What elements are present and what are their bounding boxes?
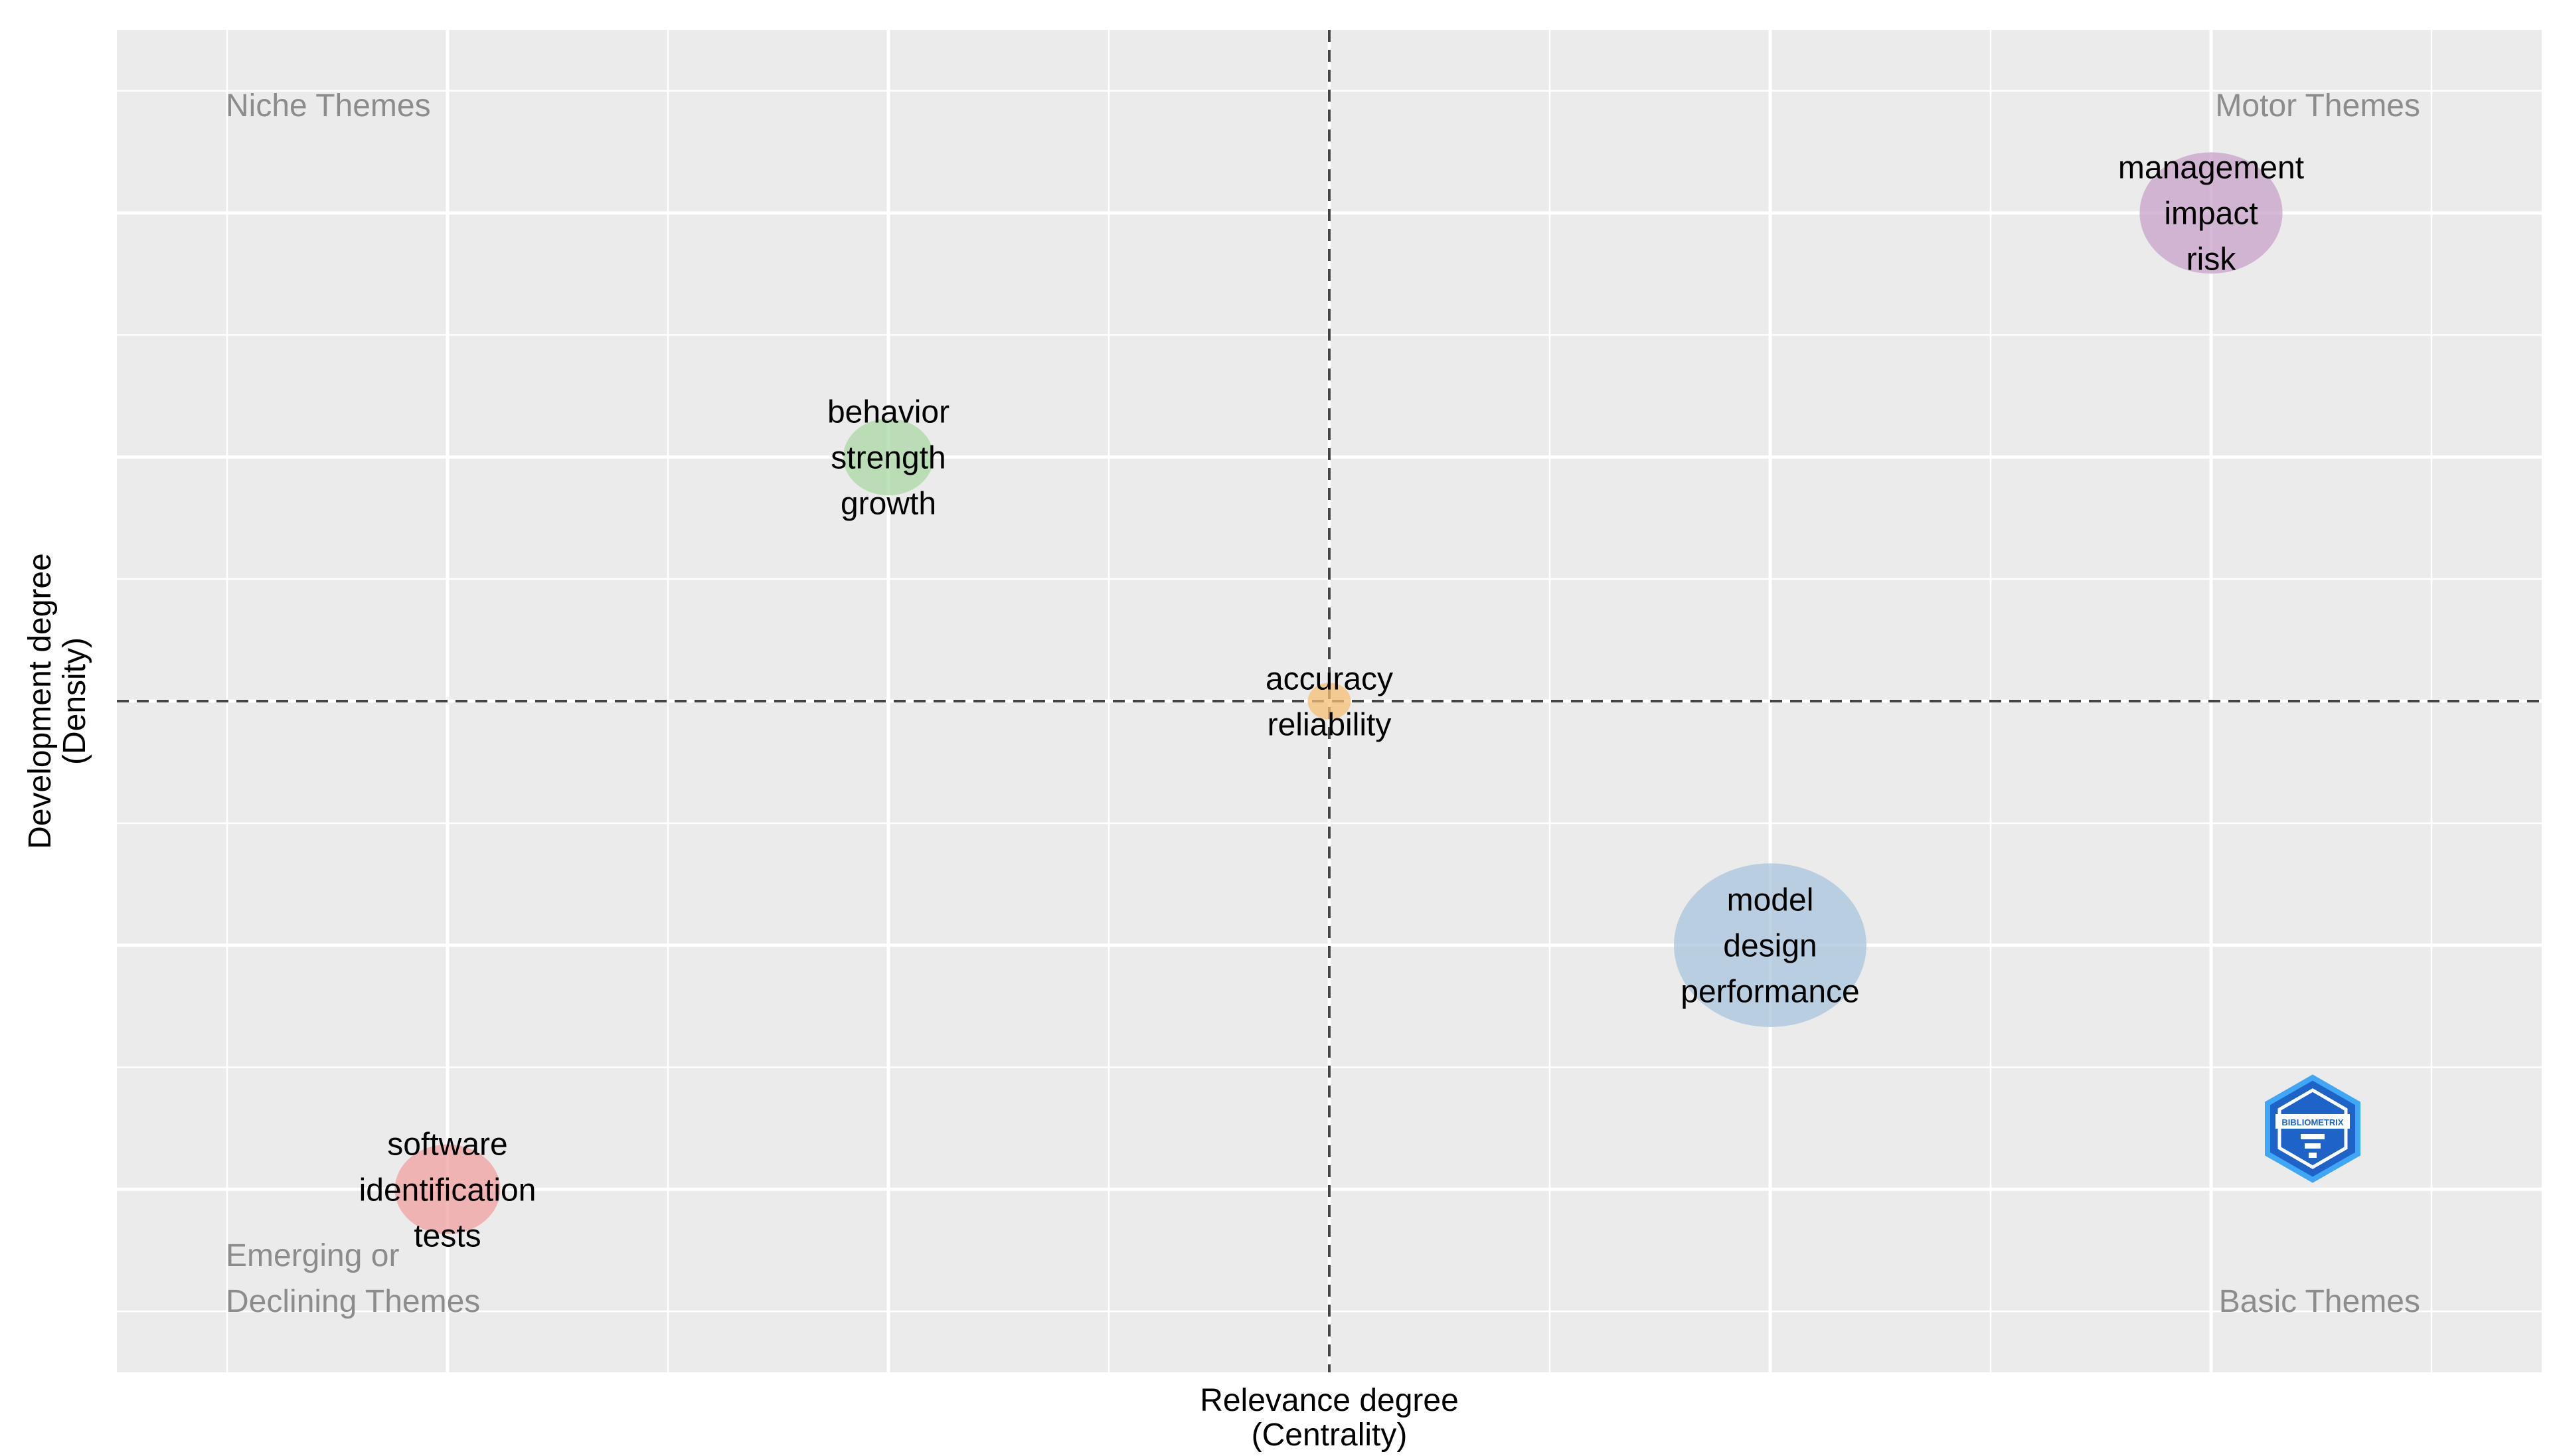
cluster-keyword-label: design — [1723, 929, 1817, 964]
cluster-keyword-label: model — [1727, 883, 1814, 918]
reference-lines — [117, 30, 2542, 1372]
quadrant-label-basic: Basic Themes — [2219, 1284, 2420, 1319]
quadrant-label-emerging-declining: Emerging or Declining Themes — [226, 1238, 480, 1319]
cluster-keyword-label: identification — [359, 1173, 536, 1208]
svg-text:Relevance degree: Relevance degree — [1200, 1383, 1459, 1418]
cluster-bubble — [394, 1144, 501, 1234]
logo-text: BIBLIOMETRIX — [2281, 1117, 2343, 1127]
cluster-keyword-label: tests — [414, 1218, 481, 1254]
bibliometrix-logo: BIBLIOMETRIX — [2265, 1074, 2360, 1183]
quadrant-labels: Niche Themes Motor Themes Emerging or Dec… — [226, 88, 2420, 1319]
cluster-keyword-label: behavior — [827, 394, 949, 430]
svg-text:Development degree: Development degree — [23, 553, 58, 849]
cluster-bubble — [843, 418, 934, 496]
y-axis-title: Development degree (Density) — [23, 553, 92, 849]
cluster-keyword-label: management — [2118, 151, 2304, 186]
cluster-keyword-label: risk — [2186, 242, 2237, 278]
svg-text:(Density): (Density) — [57, 637, 92, 765]
cluster-keyword-label: impact — [2164, 197, 2258, 232]
cluster-keyword-label: reliability — [1268, 708, 1392, 743]
cluster-keyword-label: growth — [841, 486, 936, 521]
cluster-keyword-label: software — [387, 1127, 507, 1162]
cluster-keyword-label: performance — [1681, 975, 1859, 1010]
quadrant-label-motor: Motor Themes — [2215, 88, 2420, 123]
x-axis-title: Relevance degree (Centrality) — [1200, 1383, 1459, 1453]
cluster-labels: management impact risk behavior strength grow… — [359, 151, 2305, 1254]
cluster-bubble — [1674, 863, 1866, 1027]
cluster-keyword-label: accuracy — [1266, 662, 1393, 697]
cluster-keyword-label: strength — [831, 440, 946, 475]
cluster-bubbles — [394, 152, 2283, 1234]
quadrant-label-niche: Niche Themes — [226, 88, 431, 123]
svg-text:(Centrality): (Centrality) — [1252, 1417, 1408, 1453]
cluster-bubble — [1307, 683, 1351, 720]
cluster-bubble — [2139, 152, 2283, 274]
